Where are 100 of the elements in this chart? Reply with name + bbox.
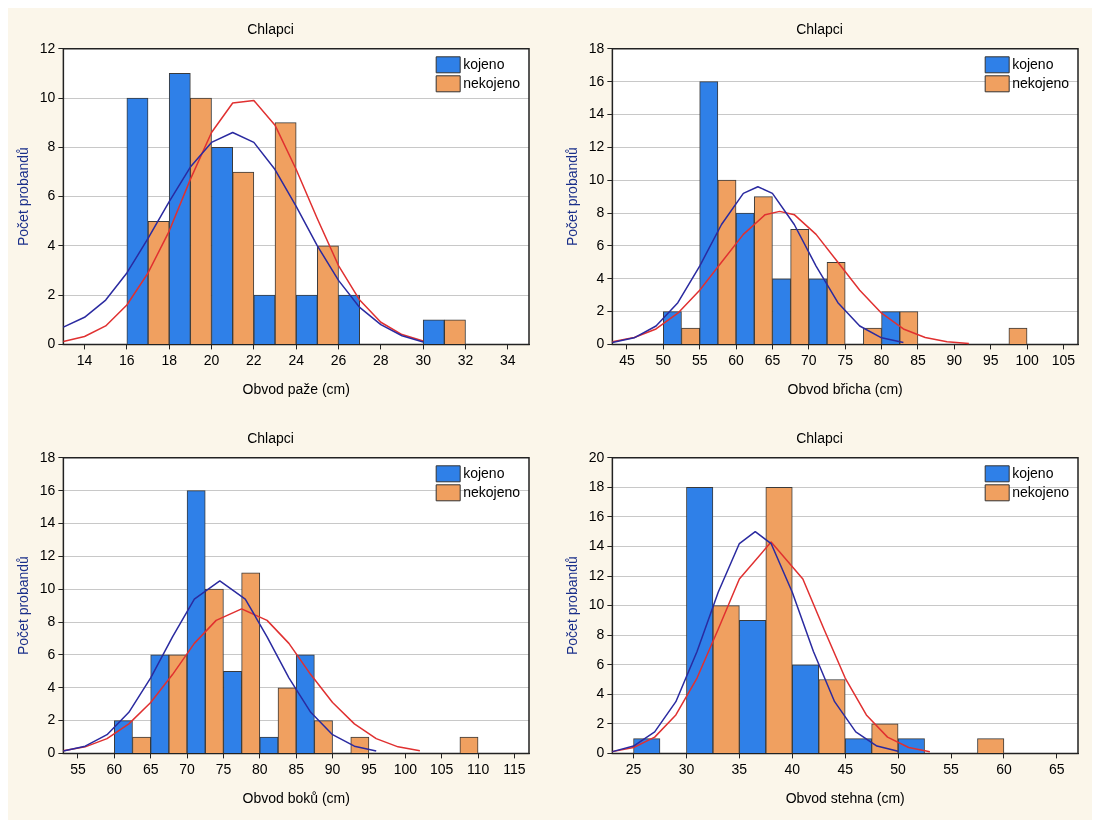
- y-axis-title: Počet probandů: [15, 147, 32, 247]
- y-tick-label: 8: [47, 612, 56, 629]
- chart-title: Chlapci: [796, 21, 843, 38]
- y-axis-title: Počet probandů: [564, 147, 581, 247]
- x-tick-label: 95: [361, 760, 377, 777]
- x-tick-label: 75: [837, 351, 854, 368]
- x-axis-title: Obvod paže (cm): [242, 381, 350, 398]
- chart-title: Chlapci: [796, 430, 843, 447]
- x-tick-label: 22: [246, 351, 262, 368]
- y-tick-label: 10: [39, 88, 56, 105]
- x-tick-label: 80: [873, 351, 890, 368]
- legend-label: kojeno: [1012, 464, 1054, 481]
- y-tick-label: 8: [596, 626, 605, 643]
- x-axis-title: Obvod boků (cm): [242, 790, 350, 807]
- y-tick-label: 6: [596, 655, 605, 672]
- y-tick-label: 8: [47, 138, 56, 155]
- y-tick-label: 10: [588, 171, 605, 188]
- y-axis-title: Počet probandů: [15, 556, 32, 656]
- legend-label: kojeno: [463, 464, 505, 481]
- y-tick-label: 4: [596, 269, 605, 286]
- x-tick-label: 65: [142, 760, 159, 777]
- y-tick-label: 8: [596, 203, 605, 220]
- x-tick-label: 110: [466, 760, 490, 777]
- x-tick-label: 75: [215, 760, 232, 777]
- x-tick-label: 55: [70, 760, 86, 777]
- chart-title: Chlapci: [247, 430, 294, 447]
- x-tick-label: 26: [330, 351, 347, 368]
- x-tick-label: 90: [324, 760, 341, 777]
- x-tick-label: 30: [678, 760, 695, 777]
- y-tick-label: 6: [596, 236, 605, 253]
- y-tick-label: 12: [39, 39, 56, 56]
- y-tick-label: 14: [39, 514, 56, 531]
- y-tick-label: 20: [588, 448, 605, 465]
- x-tick-label: 60: [728, 351, 745, 368]
- y-tick-label: 0: [596, 744, 605, 761]
- x-tick-label: 50: [655, 351, 672, 368]
- legend-label: kojeno: [1012, 55, 1054, 72]
- x-tick-label: 50: [890, 760, 907, 777]
- x-tick-label: 60: [996, 760, 1012, 777]
- x-tick-label: 30: [415, 351, 432, 368]
- y-tick-label: 14: [588, 105, 605, 122]
- legend-label: nekojeno: [463, 74, 521, 91]
- x-tick-label: 100: [393, 760, 418, 777]
- x-tick-label: 100: [1015, 351, 1039, 368]
- x-axis-title: Obvod břicha (cm): [787, 381, 903, 398]
- x-tick-label: 28: [373, 351, 389, 368]
- y-tick-label: 4: [47, 678, 56, 695]
- y-tick-label: 10: [39, 580, 56, 597]
- x-tick-label: 24: [288, 351, 305, 368]
- x-tick-label: 85: [288, 760, 305, 777]
- y-tick-label: 18: [588, 39, 605, 56]
- x-tick-label: 55: [691, 351, 708, 368]
- y-tick-label: 6: [47, 645, 56, 662]
- x-tick-label: 90: [946, 351, 963, 368]
- x-tick-label: 65: [764, 351, 781, 368]
- y-tick-label: 2: [47, 285, 56, 302]
- y-tick-label: 16: [588, 72, 605, 89]
- x-axis-title: Obvod stehna (cm): [785, 790, 905, 807]
- y-tick-label: 2: [47, 711, 56, 728]
- x-tick-label: 60: [106, 760, 123, 777]
- x-tick-label: 16: [119, 351, 135, 368]
- x-tick-label: 70: [179, 760, 196, 777]
- x-tick-label: 18: [161, 351, 178, 368]
- y-tick-label: 4: [47, 236, 56, 253]
- x-tick-label: 35: [731, 760, 748, 777]
- legend-label: nekojeno: [1012, 483, 1070, 500]
- x-tick-label: 55: [943, 760, 960, 777]
- y-tick-label: 2: [596, 302, 605, 319]
- x-tick-label: 105: [1051, 351, 1076, 368]
- x-tick-label: 34: [500, 351, 516, 368]
- x-tick-label: 14: [76, 351, 93, 368]
- y-tick-label: 12: [588, 566, 605, 583]
- y-tick-label: 16: [588, 507, 605, 524]
- x-tick-label: 80: [252, 760, 268, 777]
- y-tick-label: 18: [588, 478, 605, 495]
- y-tick-label: 0: [47, 744, 56, 761]
- y-axis-title: Počet probandů: [564, 556, 581, 656]
- x-tick-label: 20: [203, 351, 220, 368]
- y-tick-label: 4: [596, 685, 605, 702]
- x-tick-label: 95: [982, 351, 999, 368]
- x-tick-label: 45: [619, 351, 635, 368]
- y-tick-label: 0: [47, 335, 56, 352]
- y-tick-label: 18: [39, 448, 56, 465]
- y-tick-label: 16: [39, 481, 56, 498]
- chart-title: Chlapci: [247, 21, 294, 38]
- y-tick-label: 14: [588, 537, 605, 554]
- legend-label: nekojeno: [1012, 74, 1070, 91]
- y-tick-label: 12: [588, 138, 605, 155]
- legend-label: kojeno: [463, 55, 505, 72]
- y-tick-label: 0: [596, 335, 605, 352]
- legend-label: nekojeno: [463, 483, 521, 500]
- x-tick-label: 25: [625, 760, 642, 777]
- y-tick-label: 10: [588, 596, 605, 613]
- y-tick-label: 2: [596, 714, 605, 731]
- x-tick-label: 40: [784, 760, 801, 777]
- x-tick-label: 65: [1049, 760, 1065, 777]
- y-tick-label: 12: [39, 547, 56, 564]
- x-tick-label: 45: [837, 760, 854, 777]
- y-tick-label: 6: [47, 187, 56, 204]
- x-tick-label: 105: [430, 760, 454, 777]
